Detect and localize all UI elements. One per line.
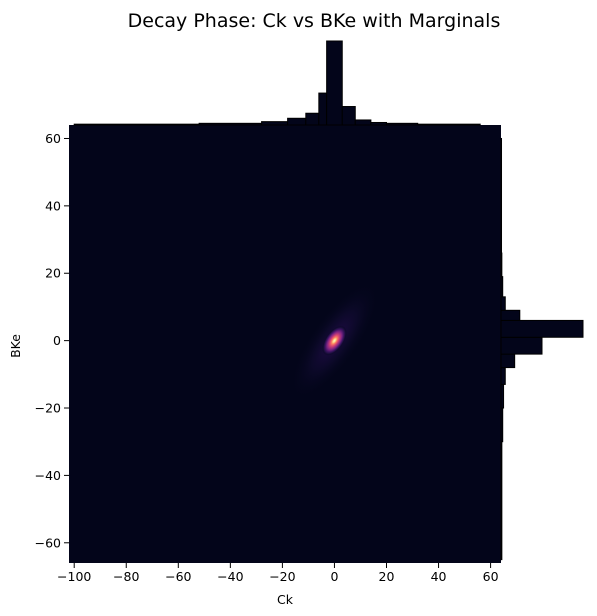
marginal-x-bar [73,123,200,126]
marginal-y-bar [500,309,521,321]
marginal-x-bar [198,122,263,126]
x-tick-label: 40 [431,569,447,584]
y-tick-label: −60 [35,535,61,550]
x-tick-label: −40 [217,569,243,584]
x-tick-label: 0 [330,569,338,584]
marginal-x-bar [305,112,320,126]
y-tick-label: 40 [45,198,61,213]
y-tick-label: 20 [45,266,61,281]
marginal-y-bar [500,252,503,278]
marginal-y-bar [500,276,504,298]
x-tick-label: −80 [113,569,139,584]
y-tick-label: 60 [45,131,61,146]
y-axis-label: BKe [8,334,23,358]
marginal-x-bar [326,40,343,126]
marginal-y-bar [500,441,503,561]
marginal-y-bar [500,353,516,369]
marginal-y-bar [500,407,504,443]
marginal-x-bar [417,123,481,126]
density-core [322,325,347,356]
x-axis-label: Ck [277,592,294,607]
chart-title: Decay Phase: Ck vs BKe with Marginals [128,10,501,32]
x-tick-label: −60 [165,569,191,584]
marginal-x-bar [370,121,387,126]
marginal-x-bar [287,117,307,126]
marginal-x-bar [385,122,419,126]
y-tick-label: −20 [35,401,61,416]
marginal-y-histogram [500,137,584,561]
joint-plot-area [69,125,501,563]
x-tick-label: −100 [57,569,91,584]
x-tick-label: 60 [483,569,499,584]
marginal-y-bar [500,367,506,385]
marginal-x-bar [318,92,328,126]
marginal-y-bar [500,336,543,355]
x-axis: −100 −80 −60 −40 −20 0 20 40 60 [57,563,499,584]
y-axis: −60 −40 −20 0 20 40 60 [35,131,69,550]
marginal-x-bar [341,106,356,126]
marginal-y-bar [500,383,505,409]
marginal-y-bar [500,296,506,311]
x-tick-label: 20 [379,569,395,584]
density-kde [289,281,380,400]
marginal-x-histogram [73,40,481,126]
marginal-x-bar [354,119,372,126]
y-tick-label: −40 [35,468,61,483]
x-tick-label: −20 [269,569,295,584]
y-tick-label: 0 [53,333,61,348]
marginal-y-bar [500,137,503,254]
marginal-x-bar [261,121,289,126]
marginal-y-bar [500,319,584,338]
